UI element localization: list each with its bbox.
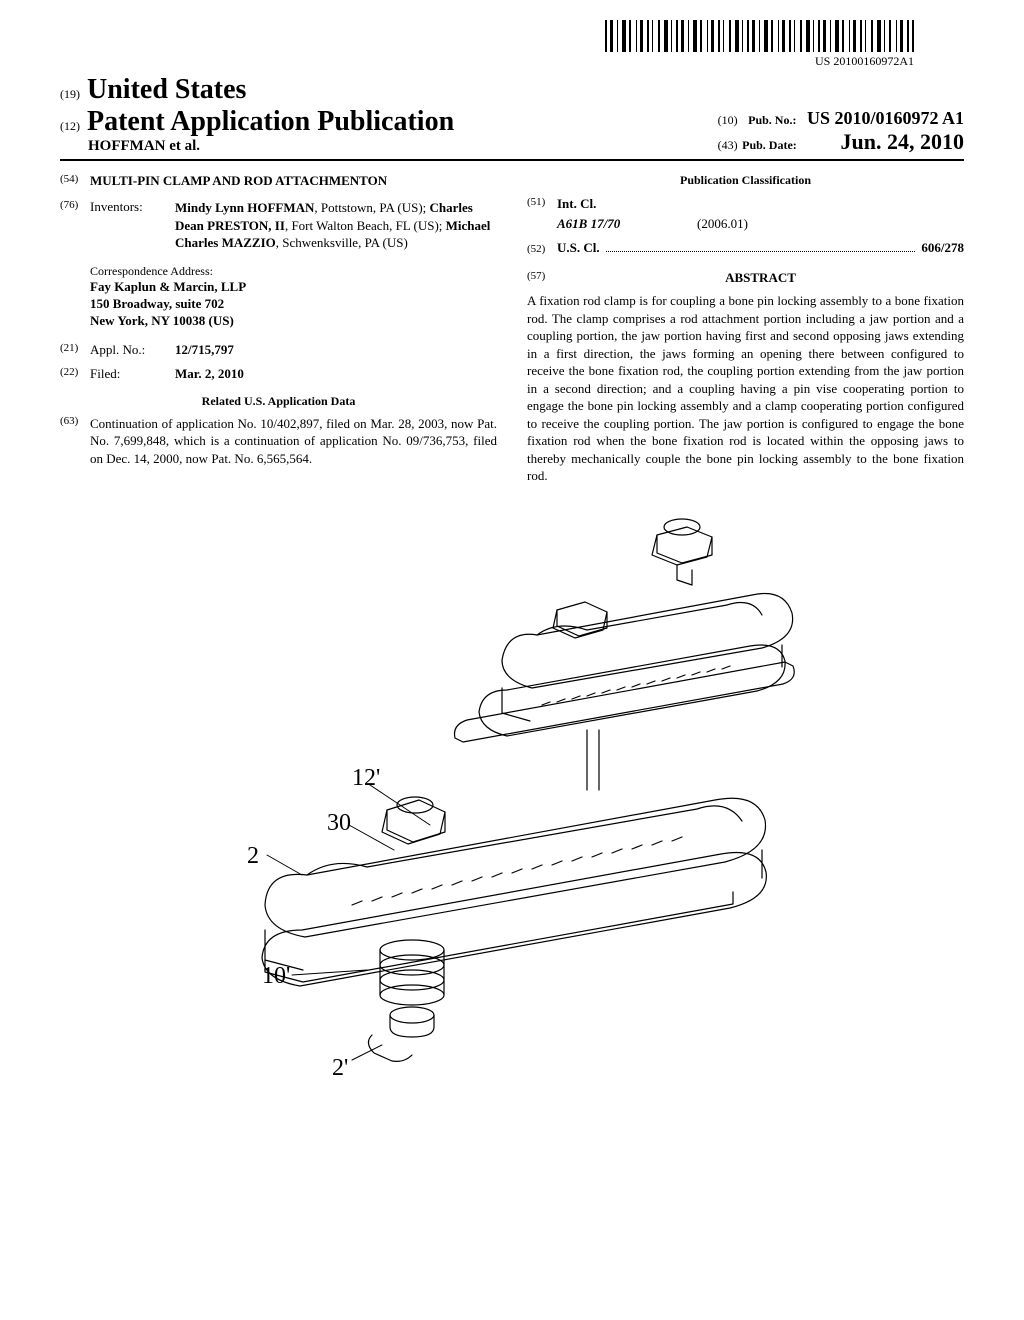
related-num: (63) [60, 415, 90, 468]
pubno-prefix: (10) [718, 113, 738, 127]
intcl-code: A61B 17/70 [557, 216, 677, 232]
header-left: (19) United States (12) Patent Applicati… [60, 74, 698, 155]
applno-label: Appl. No.: [90, 342, 175, 358]
abstract-heading: ABSTRACT [557, 270, 964, 286]
uscl-num: (52) [527, 243, 557, 255]
filed-label: Filed: [90, 366, 175, 382]
barcode-region: US 20100160972A1 [60, 20, 964, 69]
correspondence-label: Correspondence Address: [90, 264, 497, 280]
pubdate: Jun. 24, 2010 [841, 129, 964, 155]
applno-row: (21) Appl. No.: 12/715,797 [60, 342, 497, 358]
left-column: (54) MULTI-PIN CLAMP AND ROD ATTACHMENTO… [60, 173, 497, 485]
related-text: Continuation of application No. 10/402,8… [90, 415, 497, 468]
correspondence-block: Correspondence Address: Fay Kaplun & Mar… [90, 264, 497, 330]
header-block: (19) United States (12) Patent Applicati… [60, 74, 964, 161]
pubno-line: (10) Pub. No.: US 2010/0160972 A1 [718, 108, 964, 129]
classification-heading: Publication Classification [527, 173, 964, 188]
pubdate-prefix: (43) [718, 138, 738, 152]
uscl-code: 606/278 [921, 240, 964, 256]
intcl-num: (51) [527, 196, 557, 212]
fig-label-10: 10' [262, 963, 290, 989]
abstract-heading-row: (57) ABSTRACT [527, 270, 964, 292]
title-row: (54) MULTI-PIN CLAMP AND ROD ATTACHMENTO… [60, 173, 497, 189]
biblio-columns: (54) MULTI-PIN CLAMP AND ROD ATTACHMENTO… [60, 173, 964, 485]
applicant-line: HOFFMAN et al. [88, 138, 698, 155]
applno-num: (21) [60, 342, 90, 358]
pubdate-label: Pub. Date: [742, 138, 797, 152]
filed-date: Mar. 2, 2010 [175, 366, 497, 382]
country-line: (19) United States [60, 74, 698, 106]
publication-kind-line: (12) Patent Application Publication [60, 106, 698, 138]
barcode-pubnumber: US 20100160972A1 [605, 54, 914, 69]
country-prefix: (19) [60, 87, 80, 101]
intcl-code-row: A61B 17/70 (2006.01) [557, 216, 964, 232]
filed-row: (22) Filed: Mar. 2, 2010 [60, 366, 497, 382]
pubdate-line: (43) Pub. Date: Jun. 24, 2010 [718, 129, 964, 155]
fig-label-12: 12' [352, 765, 380, 791]
inventors-list: Mindy Lynn HOFFMAN, Pottstown, PA (US); … [175, 199, 497, 252]
uscl-dots [606, 251, 916, 252]
related-heading: Related U.S. Application Data [60, 394, 497, 409]
applno: 12/715,797 [175, 342, 497, 358]
fig-label-2p: 2' [332, 1055, 348, 1081]
related-row: (63) Continuation of application No. 10/… [60, 415, 497, 468]
pubno: US 2010/0160972 A1 [807, 108, 964, 128]
invention-title: MULTI-PIN CLAMP AND ROD ATTACHMENTON [90, 173, 497, 189]
uscl-row: (52) U.S. Cl. 606/278 [527, 240, 964, 256]
barcode-bars [605, 20, 914, 52]
correspondence-addr2: New York, NY 10038 (US) [90, 313, 497, 330]
header-right: (10) Pub. No.: US 2010/0160972 A1 (43) P… [698, 108, 964, 155]
correspondence-name: Fay Kaplun & Marcin, LLP [90, 279, 497, 296]
abstract-num: (57) [527, 270, 557, 292]
filed-num: (22) [60, 366, 90, 382]
pub-prefix: (12) [60, 119, 80, 133]
intcl-row: (51) Int. Cl. [527, 196, 964, 212]
fig-label-2: 2 [247, 843, 259, 869]
pubno-label: Pub. No.: [748, 113, 796, 127]
fig-label-30: 30 [327, 810, 351, 836]
inventors-label: Inventors: [90, 199, 175, 252]
country-name: United States [87, 74, 246, 105]
patent-figure: 12' 30 2 10' 2' [187, 505, 837, 1085]
uscl-label: U.S. Cl. [557, 240, 600, 256]
intcl-year: (2006.01) [697, 216, 748, 232]
correspondence-addr1: 150 Broadway, suite 702 [90, 296, 497, 313]
right-column: Publication Classification (51) Int. Cl.… [527, 173, 964, 485]
inventors-num: (76) [60, 199, 90, 252]
abstract-text: A fixation rod clamp is for coupling a b… [527, 292, 964, 485]
pub-kind: Patent Application Publication [87, 106, 454, 137]
title-num: (54) [60, 173, 90, 189]
barcode: US 20100160972A1 [605, 20, 914, 69]
figure-region: 12' 30 2 10' 2' [60, 505, 964, 1089]
intcl-label: Int. Cl. [557, 196, 596, 212]
inventors-row: (76) Inventors: Mindy Lynn HOFFMAN, Pott… [60, 199, 497, 252]
